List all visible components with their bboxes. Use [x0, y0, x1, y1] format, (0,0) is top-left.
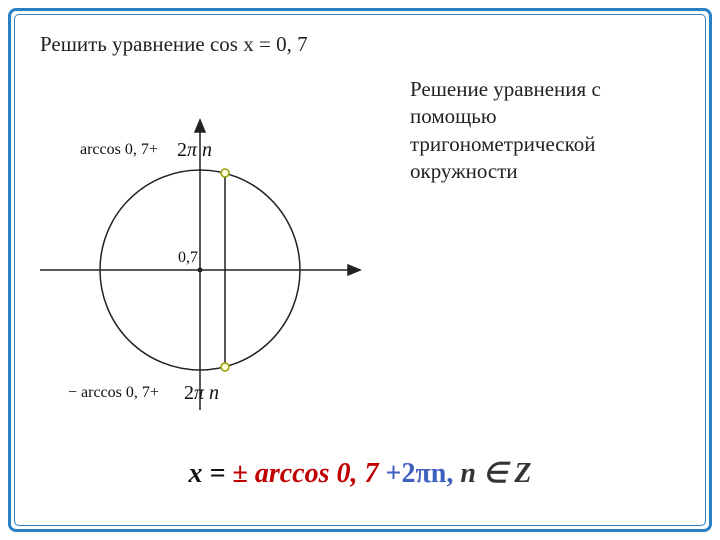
y-axis-arrow	[195, 120, 205, 132]
slide-content: Решить уравнение cos x = 0, 7 Решение ур…	[20, 20, 700, 520]
upper-solution-label: arccos 0, 7+	[80, 141, 158, 158]
subtitle-line: Решение уравнения с	[410, 77, 601, 101]
formula-nz: n ∈ Z	[460, 458, 531, 489]
label-text: − arccos 0, 7+	[68, 384, 159, 401]
upper-period-label: 2π n	[177, 139, 212, 161]
unit-circle-diagram: 0,7 arccos 0, 7+ 2π n − arccos 0, 7+ 2π …	[20, 90, 380, 420]
label-text: arccos 0, 7+	[80, 141, 158, 158]
intersection-point-lower	[221, 363, 229, 371]
formula-x: x	[189, 458, 203, 489]
intersection-point-upper	[221, 169, 229, 177]
center-point	[198, 268, 203, 273]
subtitle-line: окружности	[410, 159, 518, 183]
answer-formula: x = ± arccos 0, 7 +2πn, n ∈ Z	[20, 456, 700, 490]
subtitle-text: Решение уравнения с помощью тригонометри…	[410, 76, 680, 185]
formula-pm: ±	[232, 458, 247, 489]
formula-arccos: arccos 0, 7	[248, 458, 386, 489]
subtitle-line: тригонометрической	[410, 132, 595, 156]
lower-period-label: 2π n	[184, 382, 219, 404]
x-axis-arrow	[348, 265, 360, 275]
x-value-label: 0,7	[178, 249, 198, 266]
formula-period: +2πn,	[386, 458, 461, 489]
lower-solution-label: − arccos 0, 7+	[68, 384, 159, 401]
formula-eq: =	[203, 458, 233, 489]
problem-title: Решить уравнение cos x = 0, 7	[40, 32, 700, 57]
subtitle-line: помощью	[410, 104, 497, 128]
